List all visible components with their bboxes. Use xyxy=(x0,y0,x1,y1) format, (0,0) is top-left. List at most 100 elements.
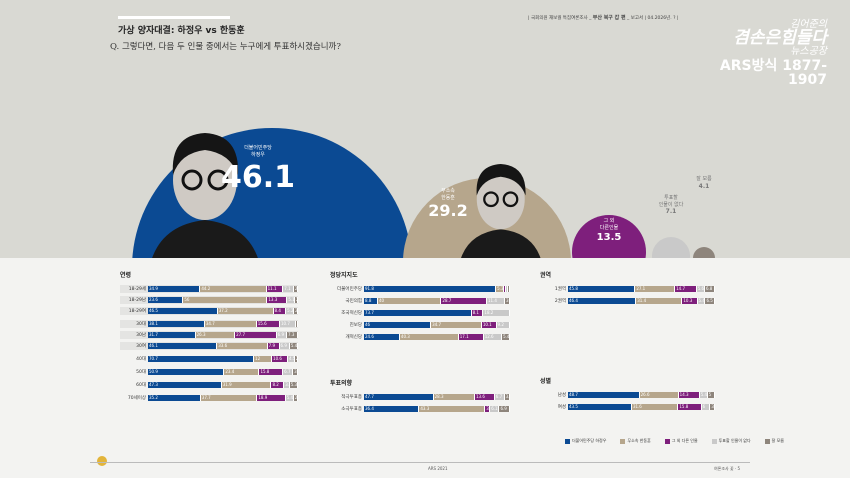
bar-segment-tan: 26.6 xyxy=(639,392,679,398)
bar-segment-light: 4.5 xyxy=(287,356,295,362)
footer-center: ARS 2021 xyxy=(428,466,448,471)
bar-segment-light: 5.4 xyxy=(697,298,706,304)
bar-segment-light: 6.1 xyxy=(490,406,500,412)
row-label: 여성 xyxy=(557,405,566,410)
brand-mark-icon xyxy=(97,456,107,466)
row-label: 1권역 xyxy=(554,287,566,292)
row-label: 50대 xyxy=(136,370,146,375)
bar-segment-tan: 34.7 xyxy=(431,322,482,328)
stacked-bar: 31.7 26.3 27.7 6.9 7.3 xyxy=(148,332,298,338)
bar-segment-tan: 34.7 xyxy=(204,321,257,327)
bubble-party: 더불어민주당 xyxy=(244,145,272,151)
row-label: 국민의힘 xyxy=(345,299,362,304)
bubble-label: 무소속 한동훈 29.2 xyxy=(408,188,488,222)
source-date: 04.2026년. ? xyxy=(647,16,676,21)
bubble-4 xyxy=(693,247,715,258)
bar-segment-purple: 15.8 xyxy=(259,369,284,375)
legend-label: 무소속 한동훈 xyxy=(627,438,651,443)
bar-segment-purple: 10.3 xyxy=(682,298,698,304)
legend-label: 더불어민주당 하정우 xyxy=(572,438,607,443)
bubble-value: 13.5 xyxy=(596,232,622,243)
bar-segment-blue: 38.1 xyxy=(148,321,205,327)
bar-segment-dark: 2.8 xyxy=(293,395,298,401)
row-label: 2권역 xyxy=(554,299,566,304)
bar-segment-purple: 18.9 xyxy=(257,395,286,401)
logo-line4: ARS방식 1877-1907 xyxy=(719,58,827,88)
stacked-bar: 73.7 8.1 18.2 xyxy=(364,310,510,316)
bar-segment-light: 9.2 xyxy=(496,322,510,328)
bubble-label: 그 외 다른인물 13.5 xyxy=(569,218,649,244)
bar-segment-purple: 14.3 xyxy=(678,392,700,398)
bar-row: 30여 46.1 33.6 7.9 6.9 5.4 xyxy=(120,342,298,350)
bar-segment-purple: 15.6 xyxy=(256,321,280,327)
bar-segment-tan: 28.3 xyxy=(433,394,475,400)
bubble-party: 무소속 xyxy=(441,188,455,194)
stacked-bar: 46.537.28.45.22.7 xyxy=(148,308,298,314)
bar-segment-dark: 0.9 xyxy=(508,286,510,292)
legend-item: 그 외 다른 인물 xyxy=(664,438,698,444)
stacked-bar: 38.134.715.610.71 xyxy=(148,321,298,327)
bubble-party: 잘 모름 xyxy=(696,176,712,182)
breakdown-1: 연령18-29세34.944.211.17.12.718-29남23.65613… xyxy=(120,270,298,405)
bar-segment-light: 5.2 xyxy=(286,308,294,314)
stacked-bar: 46 34.7 10.1 9.2 xyxy=(364,322,510,328)
subtitle: 가상 양자대결: 하정우 vs 한동훈 xyxy=(118,26,245,36)
section-title: 연령 xyxy=(120,272,132,279)
row-label: 70세이상 xyxy=(127,396,146,401)
bar-segment-tan: 33.6 xyxy=(217,343,268,349)
bar-segment-purple: 13.3 xyxy=(267,297,288,303)
stacked-bar: 45.8 27.1 14.7 5.6 6.8 xyxy=(568,286,715,292)
row-label: 적극투표층 xyxy=(341,395,362,400)
bar-segment-tan: 26.3 xyxy=(195,332,236,338)
bubble-value: 29.2 xyxy=(428,201,468,220)
bar-segment-tan: 31.9 xyxy=(221,382,272,388)
row-label: 남성 xyxy=(557,393,566,398)
bubble-party: 투표할 xyxy=(664,195,678,201)
bar-segment-tan: 40.3 xyxy=(399,334,459,340)
bar-row: 진보당 46 34.7 10.1 9.2 xyxy=(330,321,510,329)
question: Q. 그렇다면, 다음 두 인물 중에서는 누구에게 투표하시겠습니까? xyxy=(110,42,341,52)
legend-label: 잘 모름 xyxy=(771,438,784,443)
bubble-value: 4.1 xyxy=(698,182,710,190)
bar-segment-dark: 5.4 xyxy=(289,343,298,349)
bar-segment-light: 12.6 xyxy=(483,334,503,340)
bar-segment-tan: 37.2 xyxy=(217,308,274,314)
source-bold: 부산 북구 갑 편 xyxy=(592,15,626,21)
row-label: 30여 xyxy=(136,344,146,349)
stacked-bar: 34.944.211.17.12.7 xyxy=(148,286,298,292)
bar-segment-light: 5.4 xyxy=(699,392,708,398)
bubble-name: 인물이 없다 xyxy=(658,201,684,208)
bar-segment-tan: 27.1 xyxy=(635,286,676,292)
bar-segment-dark: 6.9 xyxy=(499,406,510,412)
bar-segment-blue: 8.8 xyxy=(364,298,378,304)
bar-segment-blue: 35.2 xyxy=(148,395,201,401)
bar-segment-purple: 8.1 xyxy=(471,310,484,316)
bar-segment-blue: 70.7 xyxy=(148,356,255,362)
row-label: 40대 xyxy=(136,357,146,362)
section-title: 성별 xyxy=(540,378,552,385)
bubble-value: 46.1 xyxy=(220,160,296,195)
bar-segment-dark: 1 xyxy=(295,321,298,327)
row-label: 소극투표층 xyxy=(341,407,362,412)
stacked-bar: 36.443.33.36.16.9 xyxy=(364,406,510,412)
bar-row: 30남 31.7 26.3 27.7 6.9 7.3 xyxy=(120,331,298,339)
bar-segment-light: 5.4 xyxy=(285,395,294,401)
row-label: 60대 xyxy=(136,383,146,388)
section-title: 정당지지도 xyxy=(330,272,358,279)
row-label: 더불어민주당 xyxy=(337,287,362,292)
bar-row: 2권역 46.4 31.4 10.3 5.4 6.5 xyxy=(540,297,715,305)
legend-label: 투표할 인물이 없다 xyxy=(718,438,751,443)
bar-segment-blue: 24.6 xyxy=(364,334,400,340)
bar-segment-purple: 11.1 xyxy=(266,286,284,292)
legend-label: 그 외 다른 인물 xyxy=(671,438,698,443)
source-suffix: 보고서 xyxy=(630,16,644,21)
bar-segment-tan: 31.6 xyxy=(631,404,679,410)
legend-item: 잘 모름 xyxy=(764,438,784,444)
bar-row: 1권역 45.8 27.1 14.7 5.6 6.8 xyxy=(540,285,715,293)
